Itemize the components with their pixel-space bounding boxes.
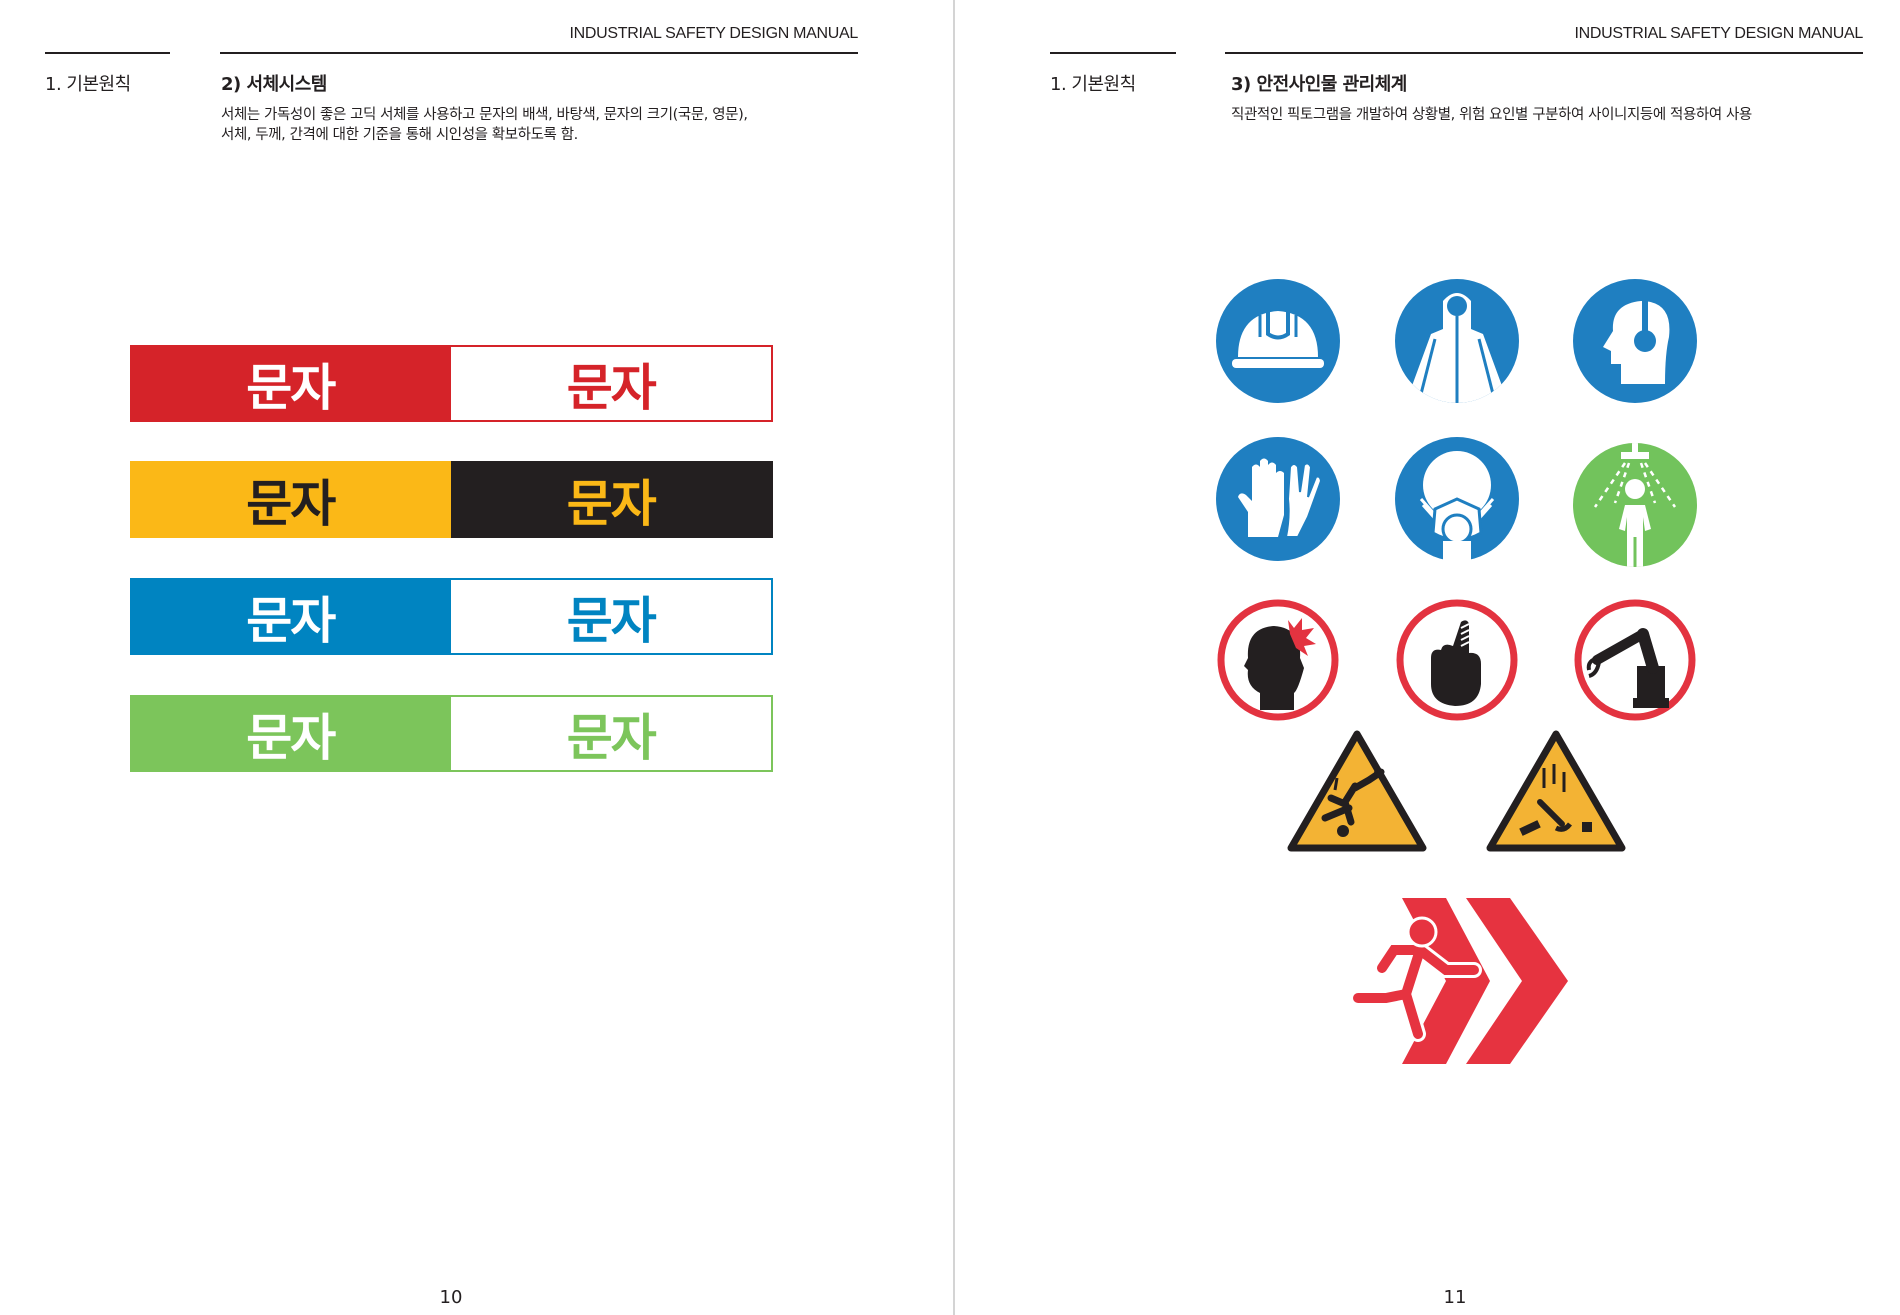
sample-text-right: 문자 [450,578,773,655]
section-description: 직관적인 픽토그램을 개발하여 상황별, 위험 요인별 구분하여 사이니지등에 … [1231,107,1752,123]
finger-pinch-icon [1396,599,1518,721]
section-title: 2) 서체시스템 [221,74,327,95]
emergency-exit-icon [1350,898,1568,1064]
safety-shower-icon [1573,443,1697,567]
sample-text-right: 문자 [450,695,773,772]
sample-text-left: 문자 [130,345,451,422]
section-description: 서체는 가독성이 좋은 고딕 서체를 사용하고 문자의 배색, 바탕색, 문자의… [221,105,748,145]
head-injury-icon [1217,599,1339,721]
chapter-title: 1. 기본원칙 [45,74,131,95]
font-color-sample-bar: 문자 문자 [130,578,773,655]
ear-protection-icon [1573,279,1697,403]
running-header-right: INDUSTRIAL SAFETY DESIGN MANUAL [1574,25,1863,42]
font-color-sample-bar: 문자 문자 [130,345,773,422]
page-number: 11 [1443,1287,1467,1308]
protective-suit-icon [1395,279,1519,403]
chapter-rule [45,52,170,54]
sample-text-left: 문자 [130,578,451,655]
font-color-sample-bar: 문자 문자 [130,695,773,772]
robot-arm-icon [1574,599,1696,721]
hard-hat-icon [1216,279,1340,403]
description-line: 서체는 가독성이 좋은 고딕 서체를 사용하고 문자의 배색, 바탕색, 문자의… [221,107,748,123]
section-rule [220,52,858,54]
respirator-mask-icon [1395,437,1519,561]
falling-objects-icon [1486,730,1626,852]
sample-text-right: 문자 [450,345,773,422]
running-header-left: INDUSTRIAL SAFETY DESIGN MANUAL [569,25,858,42]
sample-text-left: 문자 [130,695,451,772]
page-number: 10 [439,1287,463,1308]
chapter-title: 1. 기본원칙 [1050,74,1136,95]
description-line: 서체, 두께, 간격에 대한 기준을 통해 시인성을 확보하도록 함. [221,127,578,143]
chapter-rule [1050,52,1176,54]
section-rule [1225,52,1863,54]
sample-text-right: 문자 [450,461,773,538]
gloves-icon [1216,437,1340,561]
page-spine-divider [953,0,955,1315]
section-title: 3) 안전사인물 관리체계 [1231,74,1407,95]
falling-person-icon [1287,730,1427,852]
font-color-sample-bar: 문자 문자 [130,461,773,538]
sample-text-left: 문자 [130,461,451,538]
